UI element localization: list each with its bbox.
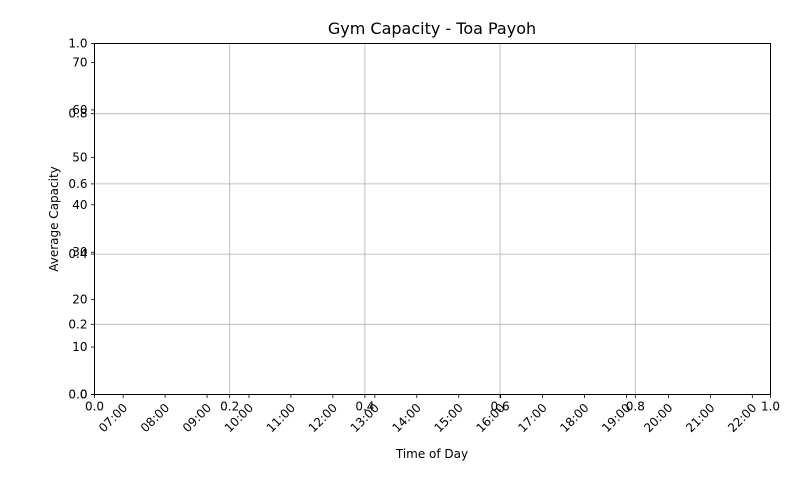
chart-title: Gym Capacity - Toa Payoh bbox=[328, 19, 536, 38]
capacity-y-tick-label-10: 10 bbox=[72, 340, 87, 354]
overlay-y-ticks: 0.0 0.2 0.4 0.6 0.8 1.0 bbox=[68, 37, 95, 402]
overlay-x-tick-label-0-4: 0.4 bbox=[355, 400, 374, 414]
overlay-y-tick-label-0-2: 0.2 bbox=[68, 317, 87, 331]
overlay-y-tick-label-0-8: 0.8 bbox=[68, 107, 87, 121]
overlay-x-tick-label-0-2: 0.2 bbox=[220, 400, 239, 414]
y-axis-label: Average Capacity bbox=[47, 166, 61, 272]
overlay-x-ticks: 0.0 0.2 0.4 0.6 0.8 1.0 bbox=[85, 394, 780, 414]
capacity-y-tick-label-40: 40 bbox=[72, 198, 87, 212]
overlay-x-tick-label-0-0: 0.0 bbox=[85, 400, 104, 414]
overlay-y-tick-label-0-0: 0.0 bbox=[68, 388, 87, 402]
capacity-y-tick-label-70: 70 bbox=[72, 55, 87, 69]
capacity-y-tick-label-60: 60 bbox=[72, 103, 87, 117]
overlay-x-tick-label-1-0: 1.0 bbox=[761, 400, 780, 414]
overlay-y-tick-label-0-4: 0.4 bbox=[68, 247, 87, 261]
capacity-y-tick-label-20: 20 bbox=[72, 293, 87, 307]
capacity-y-tick-label-0: 0 bbox=[80, 388, 88, 402]
overlay-y-tick-label-1-0: 1.0 bbox=[68, 37, 87, 51]
capacity-y-tick-label-30: 30 bbox=[72, 245, 87, 259]
capacity-y-tick-label-50: 50 bbox=[72, 150, 87, 164]
overlay-y-tick-label-0-6: 0.6 bbox=[68, 177, 87, 191]
overlay-x-tick-label-0-8: 0.8 bbox=[626, 400, 645, 414]
x-axis-label: Time of Day bbox=[395, 447, 468, 461]
plot-frame bbox=[94, 43, 771, 395]
grid-layer bbox=[94, 43, 771, 395]
capacity-y-ticks: 0 10 20 30 40 50 60 70 bbox=[72, 55, 95, 402]
overlay-x-tick-label-0-6: 0.6 bbox=[491, 400, 510, 414]
